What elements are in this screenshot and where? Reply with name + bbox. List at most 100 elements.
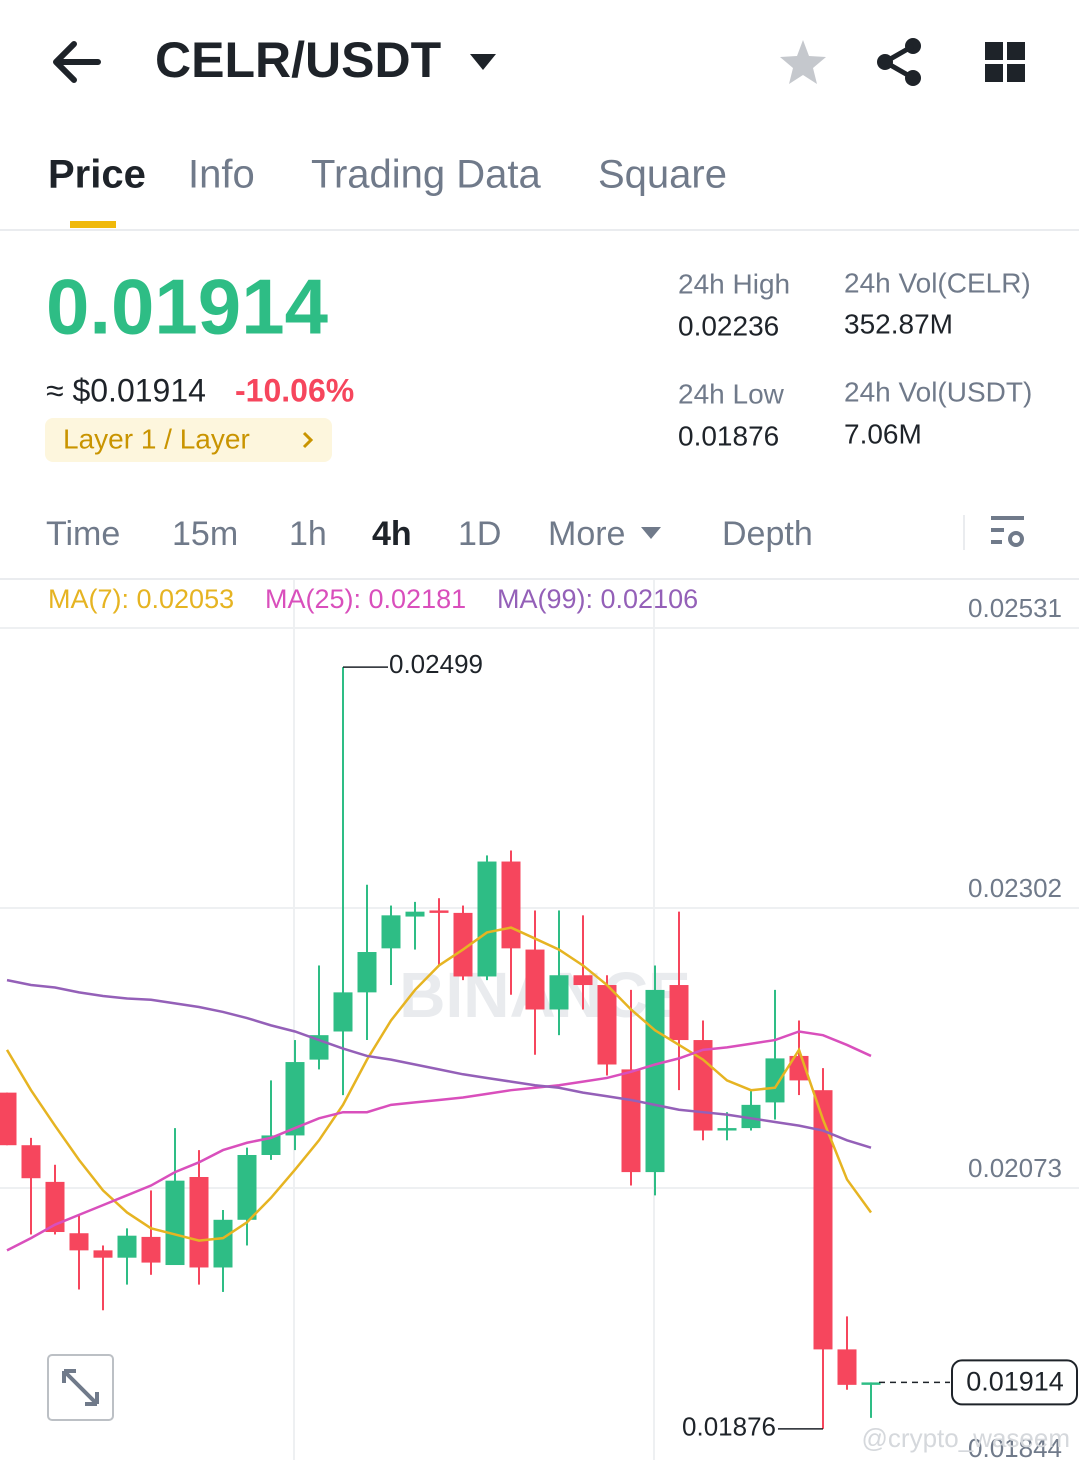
candle-body [405,911,425,917]
candle-body [21,1145,41,1179]
ma-legend: MA(7): 0.02053 [48,584,234,614]
settings-lines [991,516,1024,544]
share-lines [879,43,915,81]
candle-body [0,1092,17,1146]
y-tick-label: 0.02302 [968,873,1062,903]
candlestick-chart: 0.02531 0.02302 0.02073 0.01844 MA(7): 0.020… [0,584,1079,1460]
candle-body [189,1176,209,1268]
tab[interactable]: Square [598,153,727,197]
pair-title[interactable]: CELR/USDT [155,32,441,88]
tag-background [45,418,332,462]
interval-option[interactable]: 15m [172,515,238,553]
candle-body [453,912,473,977]
fiat-price: ≈ $0.01914 [46,372,206,408]
grid-cell [985,64,1003,82]
candle-body [693,1040,713,1131]
interval-option[interactable]: 1D [458,515,501,553]
tabs: Price Info Trading Data Square [48,153,727,197]
stat-label: 24h Low [678,378,785,409]
candle-body [573,975,593,986]
candle-body [525,949,545,1010]
share-button[interactable] [877,38,921,86]
candle-body [621,1069,641,1173]
grid-cell [1007,42,1025,60]
y-tick-label: 0.02073 [968,1153,1062,1183]
interval-option[interactable]: 1h [289,515,327,553]
ma-line [6,1030,872,1252]
grid-menu-button[interactable] [985,42,1025,82]
interval-bar: Time 15m 1h 4h 1D More Depth [46,515,813,553]
back-arrow [53,41,101,83]
y-tick-label: 0.02531 [968,593,1062,623]
grid-cell [985,42,1003,60]
y-tick-label: 0.01844 [968,1433,1062,1460]
tab[interactable]: Price [48,153,146,197]
candle-body [93,1250,113,1258]
ma-legend: MA(25): 0.02181 [265,584,466,614]
candle-body [237,1154,257,1220]
last-price: 0.01914 [46,263,328,351]
candle-body [669,985,689,1041]
candle-body [285,1062,305,1136]
fullscreen-icon [62,1369,99,1406]
tag-chevron [302,431,314,449]
interval-option[interactable]: Depth [722,515,813,553]
candle-body [165,1180,185,1266]
stat-label: 24h Vol(CELR) [844,267,1031,298]
candle-body [837,1349,857,1385]
candle-body [213,1219,233,1268]
candle-body [381,915,401,949]
more-dropdown[interactable] [641,527,661,539]
interval-option[interactable]: More [548,515,625,553]
back-button[interactable] [53,41,101,83]
candle-body [765,1058,785,1103]
interval-option[interactable]: Time [46,515,120,553]
price-change: -10.06% [235,372,354,408]
candle-body [597,985,617,1065]
annotation-label: 0.01876 [682,1412,776,1442]
current-price-label: 0.01914 [966,1367,1064,1397]
candle-body [261,1135,281,1155]
candle-body [477,861,497,977]
ma-legend: MA(99): 0.02106 [497,584,698,614]
favorite-star[interactable] [780,40,826,84]
candle-body [861,1382,881,1385]
watermark: @crypto_waseem [862,1423,1070,1453]
candle-body [429,910,449,913]
stat-value: 7.06M [844,418,922,449]
fullscreen-button[interactable] [47,1354,114,1421]
annotation-label: 0.02499 [389,649,483,679]
candle-body [141,1236,161,1263]
ma-line [5,926,873,1242]
candle-body [645,989,665,1173]
stat-label: 24h Vol(USDT) [844,376,1032,407]
candle-body [69,1233,89,1251]
tab[interactable]: Info [188,153,255,197]
chart-settings[interactable] [991,516,1024,547]
candle-body [117,1235,137,1258]
sector-tag[interactable]: Layer 1 / Layer [45,418,332,462]
candle-body [333,992,353,1032]
candle-body [45,1181,65,1233]
settings-gear [1008,531,1024,547]
interval-option[interactable]: 4h [372,515,412,553]
candle-body [717,1128,737,1131]
candle-body [549,975,569,1010]
stat-value: 0.02236 [678,310,779,341]
tab[interactable]: Trading Data [311,153,542,197]
candle-body [357,952,377,993]
stat-value: 0.01876 [678,420,779,451]
current-price-box[interactable] [951,1359,1078,1406]
grid-cell [1007,64,1025,82]
ma-line [6,978,872,1149]
active-tab-indicator [70,221,116,228]
candle-body [501,861,521,949]
stat-value: 352.87M [844,308,953,339]
tag-label: Layer 1 / Layer [63,423,250,454]
pair-dropdown[interactable] [470,54,496,70]
candle-body [741,1104,761,1129]
stat-label: 24h High [678,268,790,299]
candle-body [813,1090,833,1350]
